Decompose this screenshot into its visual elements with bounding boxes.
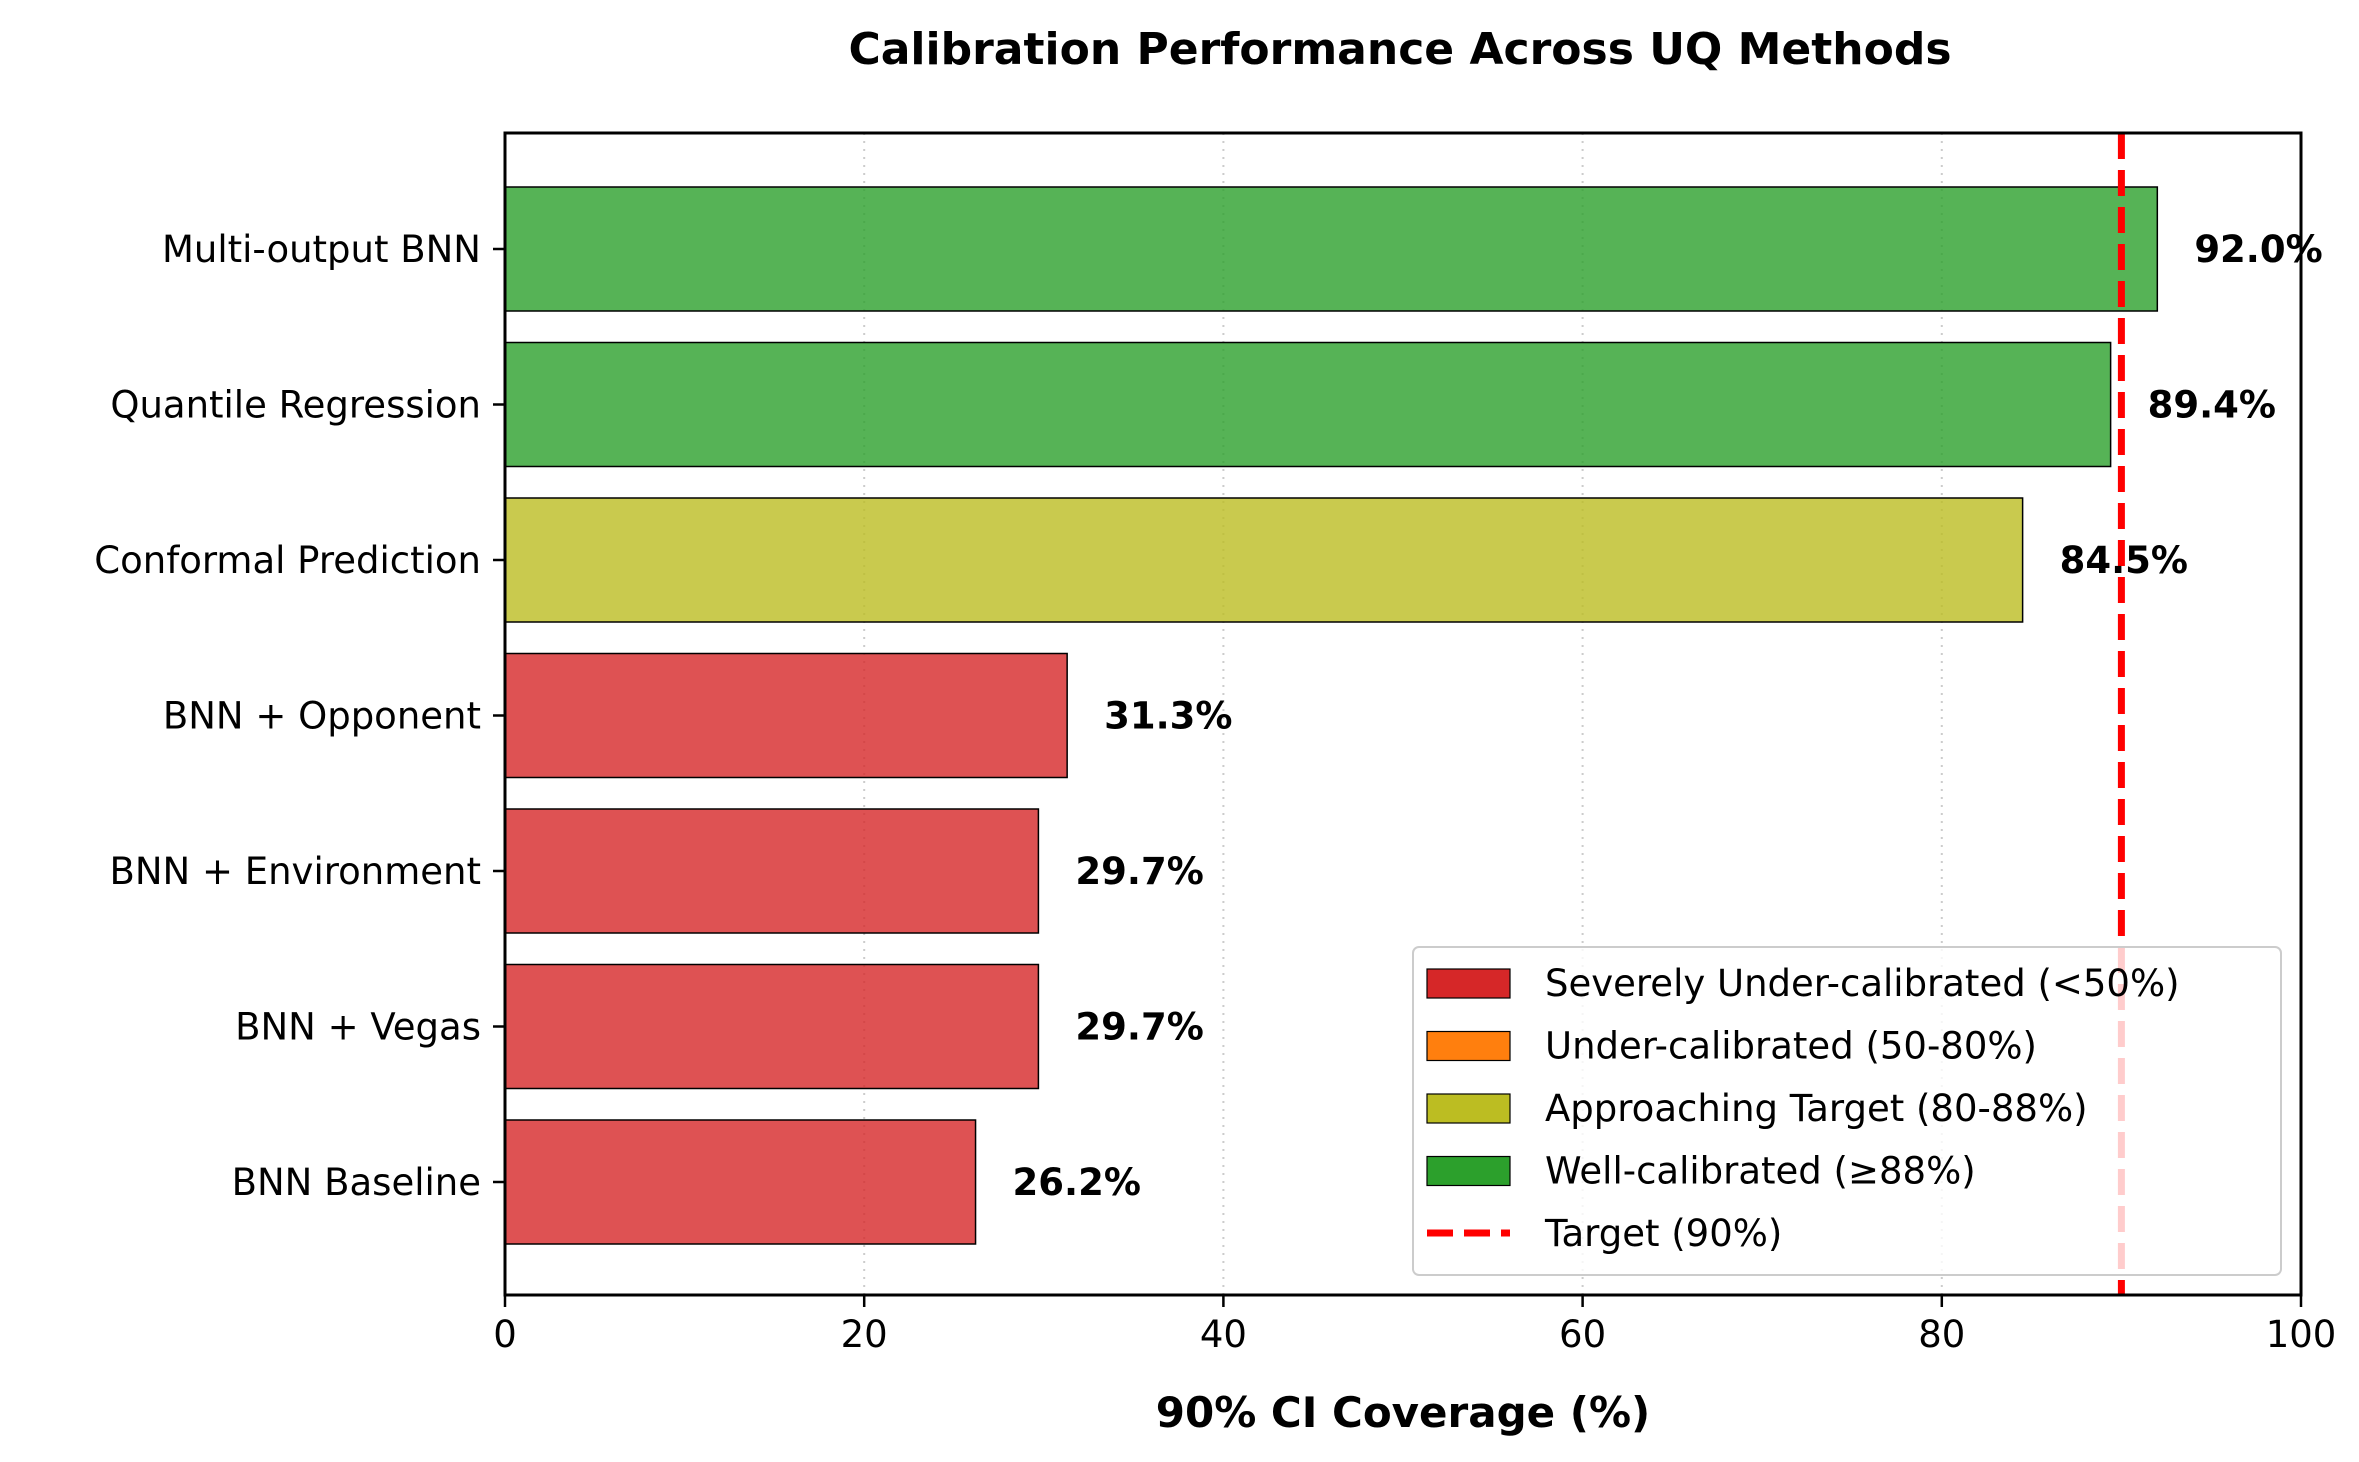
legend-label-0: Severely Under-calibrated (<50%) [1545,962,2180,1005]
bar-0 [504,1119,977,1245]
bar-5 [504,341,2112,468]
data-label-5: 89.4% [2148,384,2276,427]
y-tick-label-5: Quantile Regression [110,384,481,427]
x-tick-label-5: 100 [2266,1313,2337,1356]
bar-6 [504,186,2159,312]
x-axis-label: 90% CI Coverage (%) [1156,1388,1650,1437]
data-label-4: 84.5% [2060,539,2188,582]
x-tick-label-1: 20 [841,1313,888,1356]
legend-swatch-0 [1426,968,1511,999]
bar-3 [504,652,1068,779]
data-label-1: 29.7% [1075,1006,1203,1049]
legend-swatch-1 [1426,1030,1511,1062]
bar-4 [504,497,2024,623]
x-tick-label-0: 0 [493,1313,517,1356]
y-tick-label-3: BNN + Opponent [163,695,481,738]
y-tick-label-4: Conformal Prediction [94,539,481,582]
data-label-2: 29.7% [1075,850,1203,893]
x-tick-label-3: 60 [1559,1313,1606,1356]
bar-2 [504,808,1040,934]
y-tick-label-2: BNN + Environment [109,850,481,893]
legend-label-2: Approaching Target (80-88%) [1545,1087,2088,1130]
x-tick-label-4: 80 [1918,1313,1965,1356]
data-label-6: 92.0% [2194,228,2322,271]
x-tick-label-2: 40 [1200,1313,1247,1356]
legend: Severely Under-calibrated (<50%) Under-ca… [1412,946,2282,1276]
legend-label-1: Under-calibrated (50-80%) [1545,1025,2037,1068]
legend-box [1412,946,2282,1276]
legend-label-4: Target (90%) [1544,1212,1782,1255]
chart-title: Calibration Performance Across UQ Method… [848,24,1951,75]
y-axis: BNN Baseline BNN + Vegas BNN + Environment… [94,228,505,1204]
bars [504,186,2159,1245]
y-tick-label-1: BNN + Vegas [235,1006,481,1049]
legend-swatch-2 [1426,1093,1511,1124]
x-axis: 0 20 40 60 80 100 [493,1295,2336,1356]
legend-label-3: Well-calibrated (≥88%) [1545,1150,1976,1193]
plot-frame [503,131,2303,1297]
data-label-3: 31.3% [1104,695,1232,738]
legend-swatch-3 [1426,1155,1511,1187]
bar-1 [504,963,1040,1090]
data-labels: 26.2% 29.7% 29.7% 31.3% 84.5% 89.4% 92.0% [1013,228,2323,1204]
y-tick-label-6: Multi-output BNN [162,228,481,271]
y-tick-label-0: BNN Baseline [232,1161,481,1204]
data-label-0: 26.2% [1013,1161,1141,1204]
